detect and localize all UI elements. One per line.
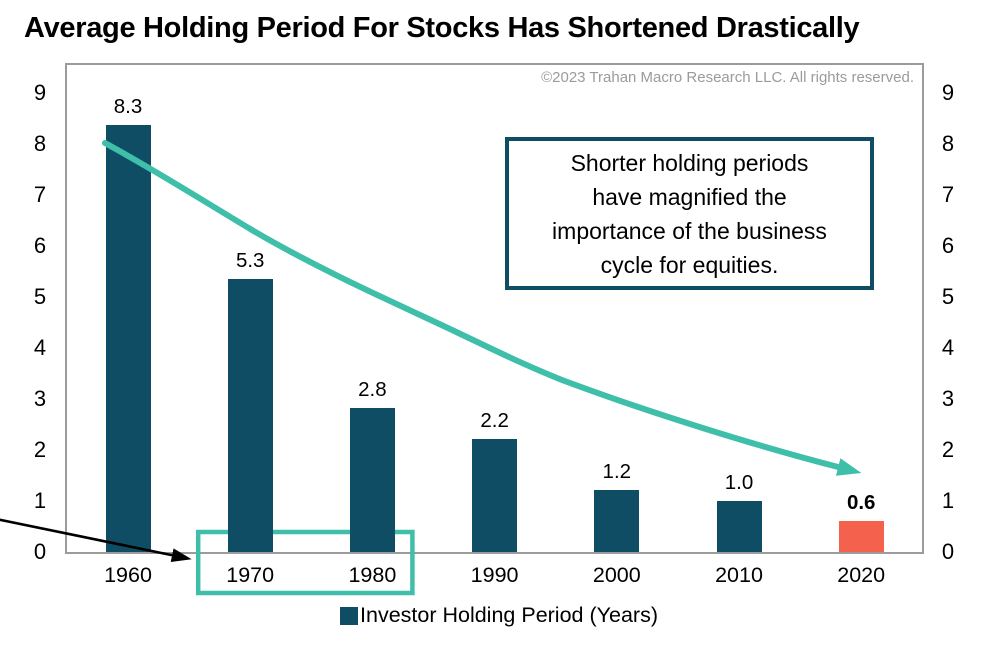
bar-value-1960: 8.3 [113, 94, 143, 118]
y-tick-right-7: 7 [941, 182, 955, 207]
y-tick-left-3: 3 [33, 386, 47, 411]
x-tick-1960: 1960 [104, 563, 152, 587]
y-tick-left-2: 2 [33, 437, 47, 462]
y-tick-right-2: 2 [941, 437, 955, 462]
y-tick-left-6: 6 [33, 233, 47, 258]
copyright-text: ©2023 Trahan Macro Research LLC. All rig… [541, 69, 914, 86]
annotation-box: Shorter holding periods have magnified t… [505, 137, 874, 290]
y-tick-left-7: 7 [33, 182, 47, 207]
bar-2010 [716, 500, 762, 552]
chart-title: Average Holding Period For Stocks Has Sh… [24, 12, 860, 44]
x-tick-1970: 1970 [226, 563, 275, 587]
y-tick-left-8: 8 [33, 131, 47, 156]
bar-2000 [594, 490, 640, 552]
legend: Investor Holding Period (Years) [0, 603, 998, 628]
x-tick-2010: 2010 [715, 563, 763, 587]
bar-value-1980: 2.8 [358, 377, 387, 401]
y-tick-right-0: 0 [941, 539, 955, 564]
legend-marker-swatch [340, 606, 359, 625]
annotation-text: Shorter holding periods have magnified t… [552, 149, 827, 278]
bar-1990 [472, 438, 518, 552]
bar-value-1970: 5.3 [235, 249, 265, 273]
y-tick-right-1: 1 [941, 488, 955, 513]
y-tick-right-5: 5 [941, 284, 955, 309]
bar-1970 [227, 279, 273, 552]
bar-value-2000: 1.2 [602, 460, 632, 484]
legend-label: Investor Holding Period (Years) [360, 603, 658, 627]
x-tick-1990: 1990 [470, 563, 519, 587]
plot-area [65, 63, 924, 554]
bar-value-2010: 1.0 [724, 470, 754, 494]
bar-2020 [838, 521, 884, 552]
y-tick-right-8: 8 [941, 131, 955, 156]
y-tick-left-0: 0 [33, 539, 47, 564]
y-tick-left-1: 1 [33, 488, 47, 513]
x-tick-1980: 1980 [348, 563, 397, 587]
bar-1980 [349, 407, 395, 552]
y-tick-left-5: 5 [33, 284, 47, 309]
y-tick-right-9: 9 [941, 80, 955, 105]
x-tick-2020: 2020 [837, 563, 886, 587]
bar-1960 [105, 124, 151, 552]
bar-value-2020: 0.6 [846, 491, 876, 515]
x-tick-2000: 2000 [592, 563, 641, 587]
bar-value-1990: 2.2 [480, 408, 509, 432]
y-tick-right-3: 3 [941, 386, 955, 411]
y-tick-left-4: 4 [33, 335, 47, 360]
y-tick-right-4: 4 [941, 335, 955, 360]
y-tick-left-9: 9 [33, 80, 47, 105]
y-tick-right-6: 6 [941, 233, 955, 258]
